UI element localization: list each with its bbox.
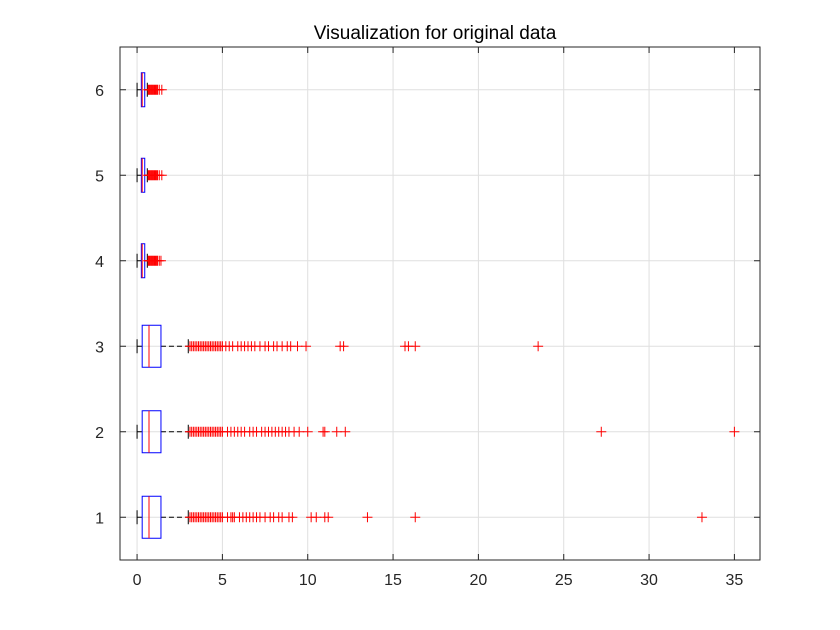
y-tick-label: 3 (95, 339, 104, 356)
chart-title: Visualization for original data (314, 23, 557, 44)
x-tick-label: 20 (470, 572, 488, 589)
outlier-marker (533, 341, 544, 352)
x-tick-label: 15 (384, 572, 402, 589)
y-tick-label: 1 (95, 510, 104, 527)
outlier-marker (156, 170, 167, 181)
outlier-marker (292, 341, 303, 352)
x-tick-label: 0 (133, 572, 142, 589)
outlier-marker (155, 255, 166, 266)
outlier-marker (362, 512, 373, 523)
axis-ticks: 0 5 10 15 20 25 30 35 1 2 3 4 5 6 (95, 47, 760, 589)
box-iqr (141, 495, 162, 539)
outlier-marker (696, 512, 707, 523)
outlier-marker (302, 426, 313, 437)
x-tick-label: 30 (640, 572, 658, 589)
y-tick-label: 5 (95, 168, 104, 185)
box-iqr (141, 324, 162, 368)
outlier-marker (331, 426, 342, 437)
outlier-marker (311, 512, 322, 523)
outlier-marker (294, 426, 305, 437)
outlier-marker (729, 426, 740, 437)
outlier-marker (410, 512, 421, 523)
x-tick-label: 5 (218, 572, 227, 589)
plot-area (120, 47, 760, 560)
x-tick-label: 25 (555, 572, 573, 589)
y-tick-label: 6 (95, 83, 104, 100)
outlier-marker (410, 341, 421, 352)
outlier-marker (323, 512, 334, 523)
outlier-marker (156, 84, 167, 95)
plot-frame (119, 46, 761, 561)
box-iqr (141, 410, 162, 454)
outlier-marker (287, 512, 298, 523)
y-tick-label: 2 (95, 425, 104, 442)
outlier-marker (340, 426, 351, 437)
outlier-group (143, 84, 740, 523)
x-tick-label: 35 (726, 572, 744, 589)
outlier-marker (596, 426, 607, 437)
y-tick-label: 4 (95, 254, 104, 271)
outlier-marker (338, 341, 349, 352)
outlier-marker (319, 426, 330, 437)
x-tick-label: 10 (299, 572, 317, 589)
outlier-marker (301, 341, 312, 352)
